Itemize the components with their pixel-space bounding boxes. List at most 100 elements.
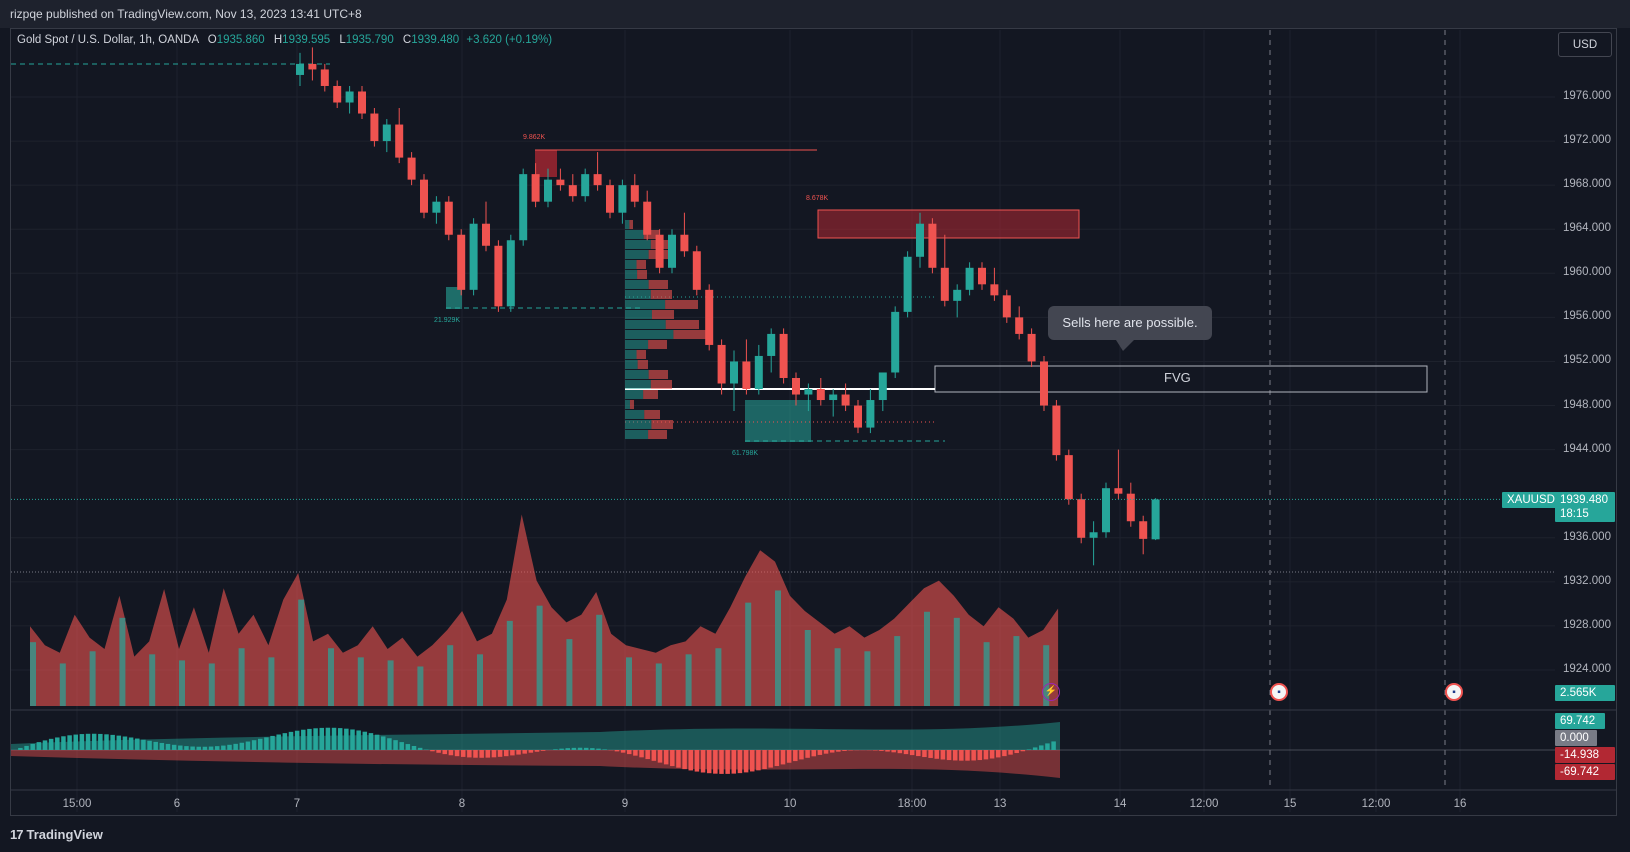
time-tick: 12:00 <box>1361 798 1391 810</box>
publish-header: rizpqe published on TradingView.com, Nov… <box>0 0 1630 28</box>
osc-histogram-bar <box>786 750 792 763</box>
volume-bar <box>89 651 96 706</box>
symbol-name[interactable]: Gold Spot / U.S. Dollar, 1h, OANDA <box>17 34 199 46</box>
candle-body <box>296 63 304 75</box>
osc-histogram-bar <box>135 738 140 750</box>
osc-histogram-bar <box>122 736 128 750</box>
osc-band-lower <box>11 750 1060 778</box>
close-label: C <box>402 34 412 46</box>
volume-bar <box>834 648 841 706</box>
candle-body <box>692 251 701 290</box>
candle-body <box>382 124 391 142</box>
osc-histogram-bar <box>467 750 472 758</box>
fvg-label[interactable]: FVG <box>1164 370 1191 385</box>
osc-histogram-bar <box>762 750 767 770</box>
osc-histogram-bar <box>454 750 460 757</box>
osc-histogram-bar <box>799 750 804 760</box>
osc-histogram-bar <box>922 750 927 758</box>
candle-body <box>593 174 602 186</box>
osc-histogram-bar <box>270 735 275 750</box>
volume-badge: 2.565K <box>1555 685 1615 701</box>
osc-histogram-bar <box>491 750 497 758</box>
osc-histogram-bar <box>996 750 1001 758</box>
osc-histogram-bar <box>590 748 595 750</box>
currency-button[interactable]: USD <box>1558 32 1612 57</box>
volume-profile-bar <box>625 350 637 359</box>
volume-profile-bar <box>625 400 630 409</box>
price-tick: 1948.000 <box>1563 398 1611 411</box>
us-flag-icon[interactable]: ▪ <box>1270 683 1288 701</box>
volume-profile-bar <box>636 260 646 269</box>
osc-histogram-bar <box>639 750 644 758</box>
osc-histogram-bar <box>700 750 706 773</box>
volume-profile-bar <box>648 280 668 289</box>
volume-profile-bar <box>648 370 668 379</box>
candle-body <box>469 223 478 290</box>
volume-profile-bar <box>643 390 658 399</box>
volume-profile-bar <box>625 370 649 379</box>
candle-body <box>420 179 428 213</box>
osc-histogram-bar <box>750 750 755 772</box>
supply-zone <box>535 150 557 177</box>
osc-histogram-bar <box>633 750 638 756</box>
osc-histogram-bar <box>583 747 589 750</box>
osc-histogram-bar <box>571 747 577 750</box>
volume-profile-bar <box>625 340 649 349</box>
candle-body <box>928 223 937 268</box>
zone-volume-label: 8.678K <box>806 195 829 202</box>
osc-histogram-bar <box>128 737 134 750</box>
osc-histogram-bar <box>325 727 331 750</box>
osc-histogram-bar <box>227 744 232 750</box>
osc-histogram-bar <box>596 748 601 750</box>
volume-bar <box>477 654 483 706</box>
volume-bar <box>208 663 215 706</box>
volume-profile-bar <box>625 240 651 249</box>
last-price-badge: 1939.480 18:15 <box>1555 492 1615 522</box>
candle-body <box>1077 499 1086 538</box>
sell-note-callout[interactable]: Sells here are possible. <box>1048 306 1212 340</box>
osc-histogram-bar <box>670 750 675 767</box>
volume-bar <box>387 660 394 706</box>
osc-current-badge: -14.938 <box>1555 747 1615 763</box>
tradingview-footer[interactable]: 17 TradingView <box>10 827 103 842</box>
price-tick: 1944.000 <box>1563 442 1611 455</box>
volume-bar <box>775 590 781 706</box>
osc-histogram-bar <box>73 734 78 750</box>
candle-body <box>717 344 726 384</box>
candle-body <box>1089 532 1098 538</box>
osc-histogram-bar <box>657 750 663 763</box>
volume-bar <box>357 657 364 706</box>
osc-histogram-bar <box>61 736 66 750</box>
volume-bar <box>804 630 811 706</box>
osc-histogram-bar <box>682 750 687 770</box>
volume-profile-bar <box>625 390 644 399</box>
osc-histogram-bar <box>393 740 398 750</box>
osc-histogram-bar <box>934 750 939 759</box>
time-tick: 14 <box>1113 798 1127 810</box>
osc-histogram-bar <box>165 743 171 750</box>
time-tick: 15 <box>1283 798 1297 810</box>
time-tick: 7 <box>293 798 301 810</box>
candle-body <box>655 234 664 268</box>
bar-countdown: 18:15 <box>1560 508 1589 520</box>
zone-volume-label: 21.929K <box>434 317 460 324</box>
osc-histogram-bar <box>485 750 491 758</box>
lightning-icon[interactable]: ⚡ <box>1042 683 1060 701</box>
volume-profile-bar <box>629 220 633 229</box>
candle-body <box>1027 333 1036 362</box>
us-flag-icon[interactable]: ▪ <box>1445 683 1463 701</box>
osc-histogram-bar <box>294 730 300 750</box>
osc-histogram-bar <box>977 750 983 761</box>
candle-body <box>767 333 776 356</box>
osc-histogram-bar <box>141 739 146 750</box>
osc-histogram-bar <box>399 742 404 750</box>
osc-histogram-bar <box>98 733 103 750</box>
candle-body <box>1040 361 1048 406</box>
volume-profile-bar <box>625 380 651 389</box>
osc-histogram-bar <box>1026 749 1032 750</box>
osc-histogram-bar <box>903 750 909 755</box>
time-tick: 10 <box>783 798 797 810</box>
osc-histogram-bar <box>67 735 72 750</box>
time-tick: 8 <box>458 798 466 810</box>
